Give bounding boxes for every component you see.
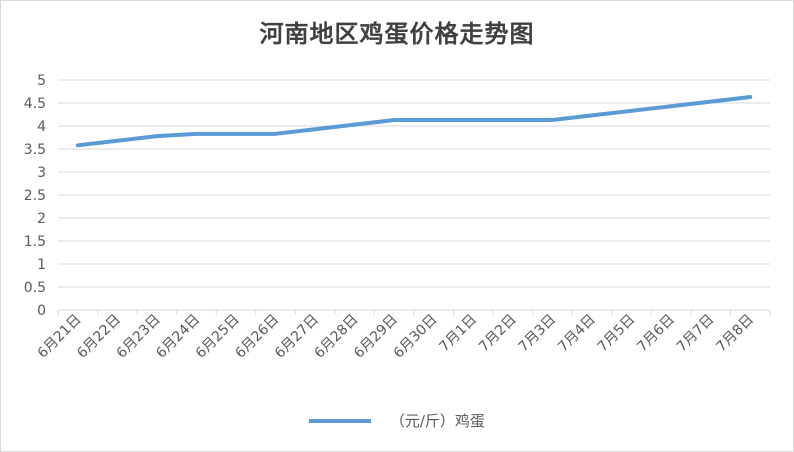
y-tick-label: 1	[37, 257, 46, 273]
y-tick-label: 0	[37, 303, 46, 319]
chart-title: 河南地区鸡蛋价格走势图	[259, 20, 535, 48]
chart-legend: （元/斤）鸡蛋	[0, 410, 794, 431]
y-tick-label: 5	[37, 73, 46, 89]
y-tick-label: 3	[37, 165, 46, 181]
x-tick-label: 7月6日	[634, 312, 678, 356]
y-tick-label: 4.5	[24, 96, 46, 112]
x-tick-label: 7月4日	[555, 312, 599, 356]
series-line-eggs	[75, 95, 753, 148]
x-tick-label: 7月5日	[595, 312, 639, 356]
y-tick-label: 2.5	[24, 188, 46, 204]
x-tick-label: 7月3日	[516, 312, 560, 356]
y-tick-label: 0.5	[24, 280, 46, 296]
y-tick-label: 3.5	[24, 142, 46, 158]
y-tick-label: 1.5	[24, 234, 46, 250]
x-tick-label: 7月2日	[476, 312, 520, 356]
y-tick-label: 4	[37, 119, 46, 135]
x-tick-label: 7月1日	[436, 312, 480, 356]
legend-line-swatch	[309, 418, 372, 423]
x-tick-label: 7月8日	[713, 312, 757, 356]
y-tick-label: 2	[37, 211, 46, 227]
x-tick-label: 7月7日	[674, 312, 718, 356]
x-tick-label: 6月30日	[391, 312, 441, 362]
legend-label: （元/斤）鸡蛋	[389, 412, 485, 430]
